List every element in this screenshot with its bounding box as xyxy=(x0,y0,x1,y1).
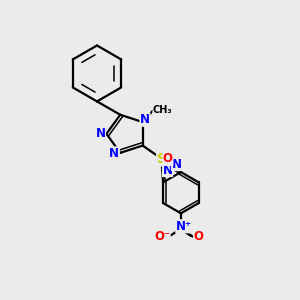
Text: N: N xyxy=(172,158,182,170)
Text: N: N xyxy=(110,147,119,160)
Text: O⁻: O⁻ xyxy=(154,230,170,243)
Text: N: N xyxy=(95,127,106,140)
Text: O: O xyxy=(194,230,204,243)
Text: S: S xyxy=(157,152,167,166)
Text: O: O xyxy=(163,152,173,165)
Text: CH₃: CH₃ xyxy=(153,105,172,115)
Text: N: N xyxy=(140,113,150,126)
Text: N: N xyxy=(163,164,172,176)
Text: N⁺: N⁺ xyxy=(176,220,192,233)
